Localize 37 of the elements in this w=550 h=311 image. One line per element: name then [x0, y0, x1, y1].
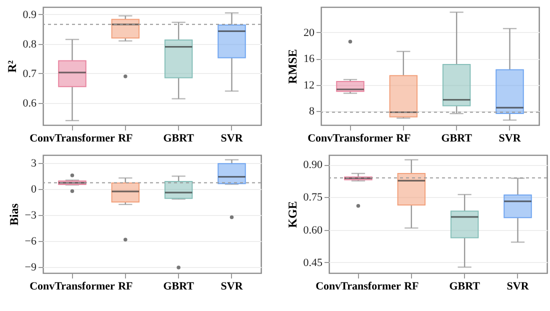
x-tick-label: SVR — [220, 280, 244, 292]
y-axis-title: KGE — [285, 201, 300, 228]
y-tick-label: −6 — [24, 235, 37, 248]
x-tick-label: RF — [404, 280, 420, 292]
x-tick-label: GBRT — [449, 280, 481, 292]
x-tick-label: GBRT — [163, 280, 195, 292]
y-tick-label: 0.60 — [303, 224, 323, 236]
y-tick-label: 0.6 — [22, 97, 37, 110]
y-tick-label: −3 — [24, 209, 37, 222]
y-tick-label: 20 — [304, 26, 315, 39]
y-tick-label: 3 — [31, 157, 37, 170]
y-axis-title: Bias — [6, 203, 21, 226]
x-tick-label: RF — [396, 132, 412, 144]
y-tick-label: −9 — [24, 261, 37, 274]
x-tick-label: ConvTransformer — [30, 132, 116, 144]
x-tick-label: GBRT — [163, 132, 195, 144]
x-tick-label: RF — [118, 280, 134, 292]
y-tick-label: 0.7 — [22, 68, 37, 80]
x-tick-label: SVR — [220, 132, 244, 144]
y-tick-label: 0.90 — [303, 159, 323, 172]
x-tick-label: SVR — [506, 280, 530, 292]
y-tick-label: 16 — [304, 53, 315, 66]
y-axis-title: RMSE — [286, 49, 300, 84]
y-tick-label: 12 — [304, 79, 314, 92]
y-tick-label: 8 — [309, 105, 315, 118]
x-tick-label: SVR — [498, 132, 522, 144]
y-tick-label: 0.45 — [303, 256, 323, 269]
x-tick-label: ConvTransformer — [30, 280, 116, 292]
y-tick-label: 0.8 — [22, 38, 37, 50]
y-tick-label: 0.9 — [22, 8, 37, 21]
y-tick-label: 0 — [31, 183, 37, 196]
x-tick-label: ConvTransformer — [308, 132, 394, 144]
x-tick-label: RF — [118, 132, 134, 144]
y-axis-title: R² — [4, 60, 19, 73]
x-tick-label: GBRT — [441, 132, 473, 144]
y-tick-label: 0.75 — [303, 192, 323, 204]
x-tick-label: ConvTransformer — [316, 280, 402, 292]
